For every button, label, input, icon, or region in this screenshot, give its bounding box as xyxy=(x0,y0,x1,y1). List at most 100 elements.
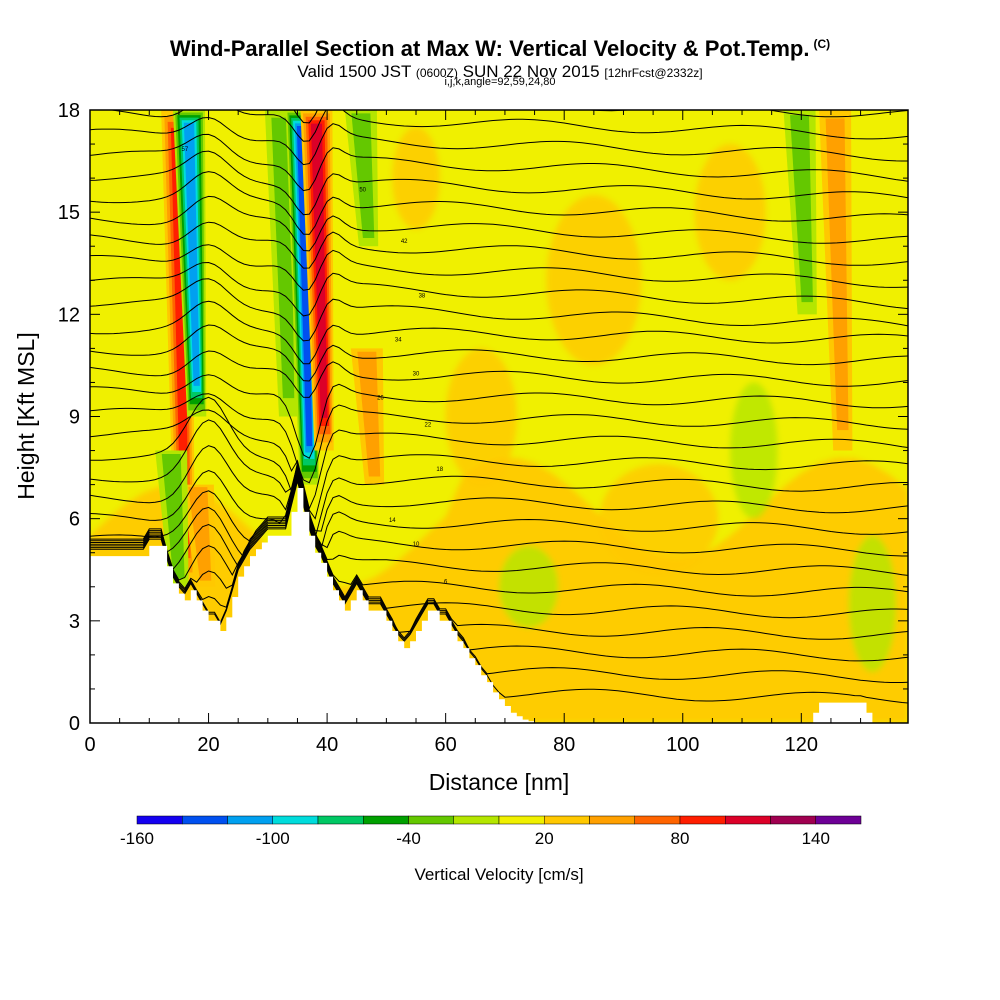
colorbar-tick-label: 140 xyxy=(802,829,830,848)
theta-contour xyxy=(90,133,908,192)
y-tick-label: 6 xyxy=(69,509,80,531)
theta-contour xyxy=(90,467,908,551)
colorbar-swatch xyxy=(182,815,228,825)
field-patch xyxy=(599,464,719,574)
theta-contour xyxy=(90,419,908,538)
velocity-band xyxy=(296,126,313,447)
field-patch xyxy=(445,348,517,485)
theta-label: 14 xyxy=(389,518,396,524)
colorbar-swatch xyxy=(363,815,409,825)
theta-contour xyxy=(90,195,908,252)
colorbar-title: Vertical Velocity [cm/s] xyxy=(414,865,583,884)
theta-contour xyxy=(90,116,908,166)
theta-contour xyxy=(90,470,908,576)
y-tick-label: 0 xyxy=(69,713,80,735)
theta-contour xyxy=(90,278,908,342)
x-axis-title: Distance [nm] xyxy=(429,769,570,795)
theta-label: 30 xyxy=(413,372,420,378)
velocity-band xyxy=(183,122,200,386)
colorbar-swatch xyxy=(679,815,726,825)
field-patch xyxy=(499,545,559,628)
colorbar-swatch xyxy=(544,815,590,825)
x-tick-label: 20 xyxy=(197,734,219,756)
theta-label: 26 xyxy=(377,395,384,401)
colorbar-tick-label: -160 xyxy=(120,829,154,848)
theta-contour xyxy=(90,350,908,398)
axes: 0 20 40 60 80 100 120 0 3 6 9 12 15 18 xyxy=(58,100,908,756)
colorbar: -160 -100 -40 20 80 140 xyxy=(120,815,862,848)
colorbar-swatch xyxy=(453,815,500,825)
theta-contour xyxy=(90,396,908,520)
x-tick-label: 60 xyxy=(435,734,457,756)
theta-contour xyxy=(90,244,908,291)
theta-contour xyxy=(108,110,908,142)
colorbar-swatch xyxy=(272,815,319,825)
chart-subtitle: Valid 1500 JST (0600Z) SUN 22 Nov 2015 [… xyxy=(297,62,703,81)
velocity-plume xyxy=(172,110,207,417)
velocity-band xyxy=(188,487,212,581)
colorbar-swatch xyxy=(136,815,183,825)
theta-contour xyxy=(90,469,908,557)
theta-contour xyxy=(90,150,908,216)
theta-contour xyxy=(90,477,908,662)
colorbar-tick-label: -100 xyxy=(256,829,290,848)
plot-area: 57 50 42 38 34 30 26 22 18 14 10 6 xyxy=(90,110,908,723)
velocity-plume xyxy=(181,484,216,587)
theta-contour xyxy=(90,221,908,269)
colorbar-swatch xyxy=(589,815,635,825)
colorbar-swatch xyxy=(770,815,816,825)
theta-label: 38 xyxy=(419,293,426,299)
colorbar-swatch xyxy=(725,815,771,825)
x-tick-label: 120 xyxy=(785,734,818,756)
field-patch xyxy=(546,195,642,366)
theta-label: 50 xyxy=(359,188,366,194)
theta-contour xyxy=(90,261,908,317)
colorbar-tick-label: -40 xyxy=(396,829,421,848)
theta-contour xyxy=(90,472,908,597)
x-tick-label: 100 xyxy=(666,734,699,756)
colorbar-swatch xyxy=(498,815,545,825)
colorbar-swatch xyxy=(227,815,273,825)
velocity-band xyxy=(825,118,849,431)
colorbar-swatch xyxy=(634,815,681,825)
theta-label: 6 xyxy=(444,579,448,585)
y-tick-label: 9 xyxy=(69,407,80,429)
theta-contours xyxy=(90,110,908,704)
theta-contour xyxy=(90,300,908,365)
velocity-plume xyxy=(344,110,379,247)
theta-contour-labels: 57 50 42 38 34 30 26 22 18 14 10 6 xyxy=(181,147,447,586)
colorbar-swatch xyxy=(408,815,454,825)
theta-label: 57 xyxy=(181,147,188,153)
colorbar-swatch xyxy=(317,815,364,825)
velocity-plume xyxy=(819,110,853,451)
theta-contour xyxy=(90,374,908,459)
colorbar-tick-label: 20 xyxy=(535,829,554,848)
theta-label: 22 xyxy=(425,423,432,429)
velocity-band xyxy=(790,115,813,303)
y-tick-label: 3 xyxy=(69,611,80,633)
velocity-plume xyxy=(350,348,385,485)
theta-label: 34 xyxy=(395,338,402,344)
theta-label: 42 xyxy=(401,239,408,245)
velocity-band xyxy=(351,113,375,239)
field-patch xyxy=(694,144,766,281)
theta-contour xyxy=(90,479,908,683)
theta-contour xyxy=(90,409,908,511)
velocity-plume xyxy=(783,110,817,315)
x-tick-label: 40 xyxy=(316,734,338,756)
terrain xyxy=(90,488,908,723)
x-tick-label: 0 xyxy=(84,734,95,756)
theta-contour xyxy=(90,171,908,235)
theta-contour xyxy=(90,475,908,640)
theta-label: 10 xyxy=(413,542,420,548)
theta-contour xyxy=(90,393,908,484)
theta-contour xyxy=(90,324,908,382)
field-patch xyxy=(730,382,778,519)
chart-title: Wind-Parallel Section at Max W: Vertical… xyxy=(169,36,831,61)
colorbar-swatch xyxy=(815,815,862,825)
y-tick-label: 15 xyxy=(58,202,80,224)
x-tick-label: 80 xyxy=(553,734,575,756)
field-patch xyxy=(848,535,897,672)
theta-contour xyxy=(90,474,908,619)
